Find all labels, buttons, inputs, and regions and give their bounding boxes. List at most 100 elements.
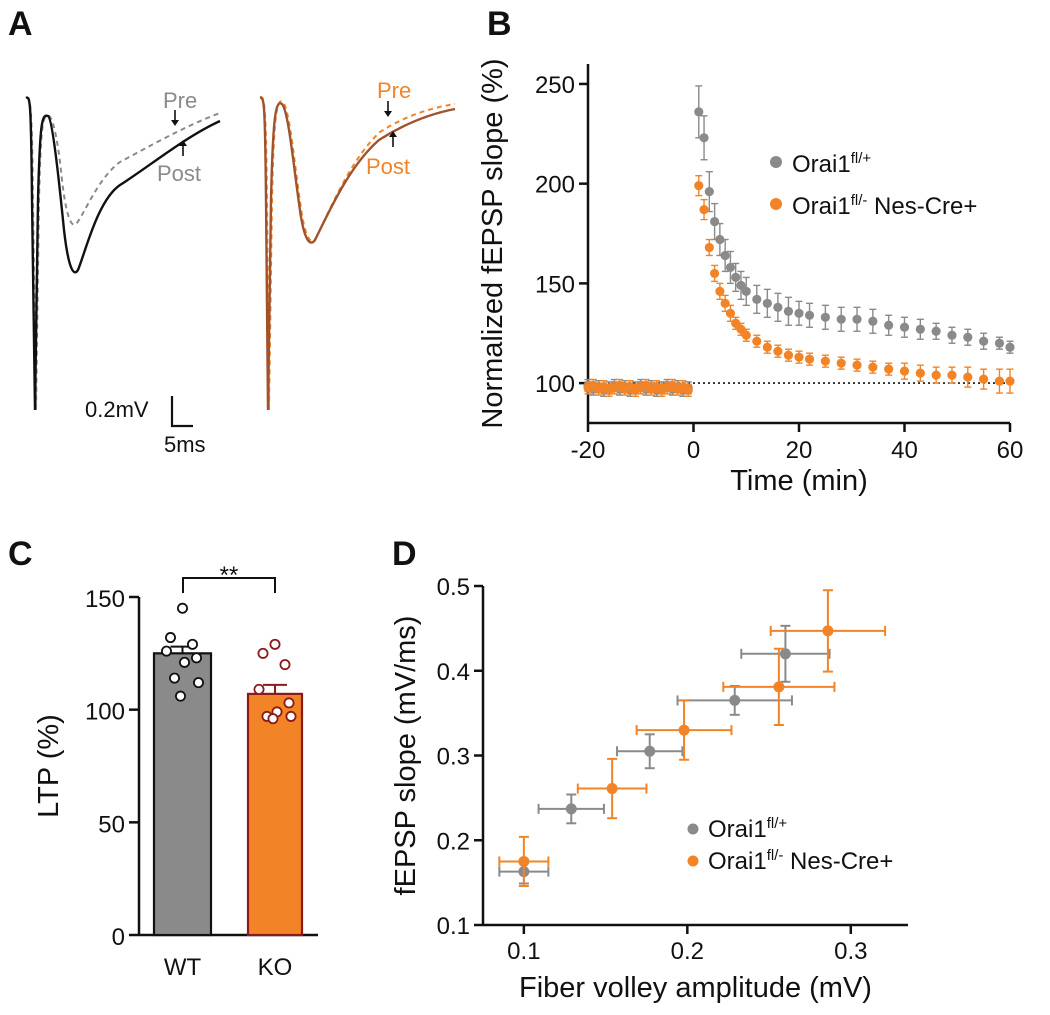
data-point: [836, 314, 846, 324]
data-point: [285, 710, 297, 722]
data-point: [852, 314, 862, 324]
data-point: [731, 272, 741, 283]
data-point: [899, 366, 910, 376]
data-point: [947, 330, 957, 340]
x-tick-label: 20: [786, 437, 813, 464]
data-point: [178, 656, 190, 668]
legend-marker-ctrl: [770, 156, 782, 168]
data-point: [779, 648, 791, 660]
data-point: [699, 133, 709, 143]
data-point: [931, 370, 941, 380]
x-tick-label: WT: [164, 954, 202, 981]
data-point: [868, 316, 878, 326]
scale-voltage-label: 0.2mV: [85, 397, 149, 422]
data-point: [773, 346, 783, 356]
y-axis-label: fEPSP slope (mV/ms): [390, 616, 422, 896]
data-point: [741, 286, 751, 296]
panel-d-chart: 0.1 0.2 0.3 0.1 0.2 0.3 0.4 0.5 Fiber volley amp…: [390, 574, 908, 1004]
data-point: [979, 374, 989, 384]
pre-arrow-head-ko: [384, 111, 392, 117]
data-point: [899, 322, 910, 332]
scale-time-label: 5ms: [164, 432, 206, 457]
data-point: [762, 342, 772, 352]
data-point: [725, 262, 736, 273]
data-point: [852, 360, 862, 370]
panel-b-chart: -20 0 20 40 60 100 150 200 250 Time (min) Normaliz…: [477, 58, 1023, 497]
post-arrow-head-ko: [389, 131, 397, 137]
trace-ctrl-pre: [25, 96, 221, 411]
trace-ko-pre: [259, 95, 456, 411]
data-point: [606, 783, 618, 795]
data-point: [741, 330, 751, 340]
data-point: [947, 370, 957, 380]
y-tick-label: 100: [535, 371, 575, 398]
y-axis-label: LTP (%): [33, 714, 65, 818]
data-point: [729, 694, 741, 706]
y-tick-label: 0.3: [437, 744, 470, 771]
data-point: [979, 336, 989, 346]
x-tick-label: KO: [258, 954, 293, 981]
data-point: [715, 286, 725, 296]
legend-label-ko: Orai1fl/- Nes-Cre+: [708, 847, 893, 875]
data-point: [762, 298, 772, 308]
bar-ko: [246, 692, 304, 937]
data-point: [736, 324, 746, 334]
data-point: [868, 362, 878, 372]
data-point: [168, 672, 180, 684]
x-tick-label: 0.1: [507, 938, 540, 965]
data-point: [794, 308, 804, 318]
significance-marker: **: [220, 562, 239, 589]
data-point: [822, 625, 834, 637]
x-tick-label: 0: [687, 437, 700, 464]
legend-label-ko: Orai1fl/- Nes-Cre+: [792, 192, 977, 220]
pre-label-ctrl: Pre: [163, 88, 197, 113]
data-point: [164, 632, 176, 644]
data-point: [884, 364, 894, 374]
y-tick-label: 0.2: [437, 828, 470, 855]
pre-label-ko: Pre: [377, 78, 411, 103]
data-point: [710, 216, 720, 227]
panel-label-b: B: [487, 5, 512, 43]
legend-marker-ctrl: [687, 823, 699, 835]
data-point: [783, 306, 794, 316]
y-tick-label: 0.5: [437, 574, 470, 601]
data-point: [963, 372, 973, 382]
y-tick-label: 0.4: [437, 659, 470, 686]
data-point: [269, 638, 281, 650]
panel-c-chart: 0 50 100 150 LTP (%) WT KO **: [33, 562, 318, 981]
x-tick-label: 60: [997, 437, 1024, 464]
x-tick-label: 0.3: [834, 938, 867, 965]
data-point: [915, 324, 925, 334]
panel-label-d: D: [392, 535, 417, 573]
data-point: [715, 234, 725, 245]
y-tick-label: 100: [85, 699, 125, 726]
data-point: [267, 713, 279, 725]
data-point: [710, 268, 720, 279]
data-point: [994, 376, 1005, 386]
data-point: [736, 280, 746, 290]
post-label-ko: Post: [366, 154, 410, 179]
x-tick-label: 40: [891, 437, 918, 464]
data-point: [699, 204, 709, 215]
data-point: [704, 187, 714, 197]
data-point: [731, 318, 741, 328]
data-point: [773, 681, 785, 693]
y-tick-label: 250: [535, 72, 575, 99]
post-arrow-head-ctrl: [179, 140, 187, 146]
data-point: [704, 242, 714, 253]
y-axis-label: Normalized fEPSP slope (%): [477, 58, 509, 428]
significance-bracket: [182, 577, 276, 593]
data-point: [820, 312, 830, 322]
trace-ko-post: [259, 96, 456, 411]
x-tick-label: -20: [571, 437, 606, 464]
pre-arrow-head-ctrl: [171, 120, 179, 126]
x-tick-label: 0.2: [671, 938, 704, 965]
data-point: [773, 302, 783, 312]
data-point: [725, 308, 736, 318]
data-point: [257, 647, 269, 659]
data-point: [994, 338, 1005, 348]
legend-label-ctrl: Orai1fl/+: [708, 815, 787, 843]
data-point: [518, 855, 530, 867]
data-point: [190, 652, 202, 664]
y-tick-label: 0: [112, 924, 125, 951]
